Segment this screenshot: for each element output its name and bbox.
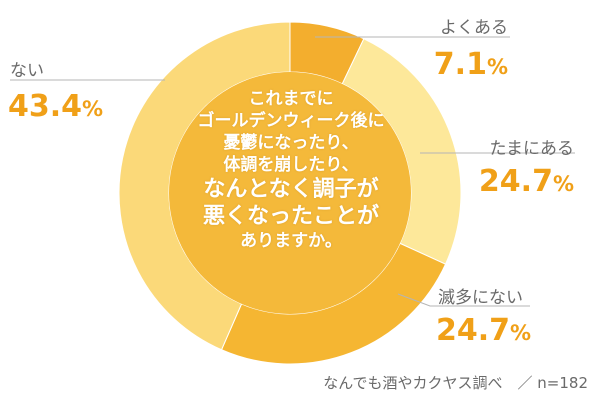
value-sometimes-number: 24.7 [478, 164, 553, 199]
source-note: なんでも酒やカクヤス調べ ／ n=182 [323, 374, 588, 392]
question-line: ゴールデンウィーク後に [197, 111, 385, 131]
value-often-unit: % [486, 55, 508, 79]
value-never: 43.4% [8, 92, 103, 122]
label-often: よくある [440, 18, 508, 38]
question-line-emphasis: なんとなく調子が [203, 177, 379, 202]
leader-lines [10, 36, 575, 307]
question-line: 憂鬱になったり、 [223, 133, 359, 153]
value-never-unit: % [82, 97, 104, 121]
value-often-number: 7.1 [433, 47, 487, 82]
value-rarely-unit: % [510, 321, 532, 345]
label-never: ない [10, 61, 44, 81]
label-rarely: 滅多にない [438, 288, 523, 308]
value-often: 7.1% [434, 50, 508, 80]
leader-rarely [397, 293, 530, 307]
value-sometimes-unit: % [552, 172, 574, 196]
question-line: これまでに [248, 89, 334, 109]
question-line: ありますか。 [240, 231, 342, 251]
value-rarely-number: 24.7 [436, 313, 511, 348]
label-sometimes: たまにある [489, 139, 575, 159]
question-line: 体調を崩したり、 [223, 155, 359, 175]
value-never-number: 43.4 [8, 89, 83, 124]
value-rarely: 24.7% [436, 316, 531, 346]
value-sometimes: 24.7% [479, 167, 574, 197]
center-question: これまでに ゴールデンウィーク後に 憂鬱になったり、 体調を崩したり、 なんとな… [185, 88, 397, 252]
question-line-emphasis: 悪くなったことが [202, 204, 379, 229]
donut-center-disc [169, 72, 411, 314]
